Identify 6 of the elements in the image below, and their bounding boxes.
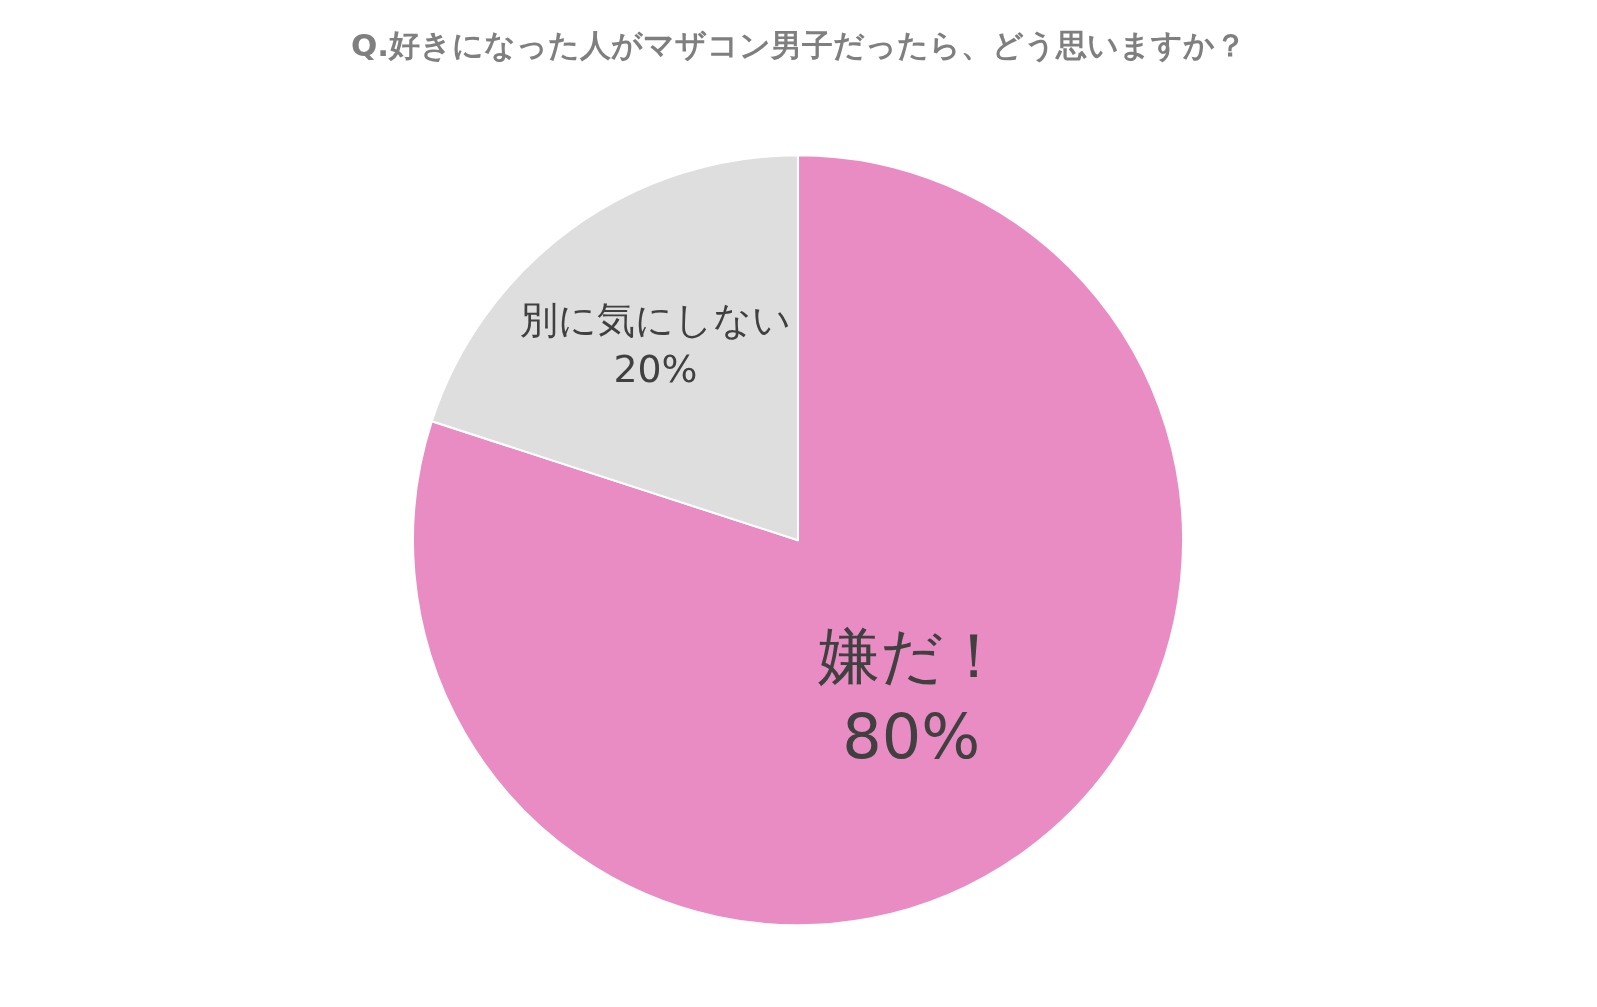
pie-slice [412,154,1184,926]
slice-label: 別に気にしない [519,297,791,342]
slice-label: 嫌だ！ [817,619,1005,693]
chart-title: Q.好きになった人がマザコン男子だったら、どう思いますか？ [350,27,1247,64]
data-label: 80% [842,699,981,773]
data-label: 20% [613,346,698,391]
